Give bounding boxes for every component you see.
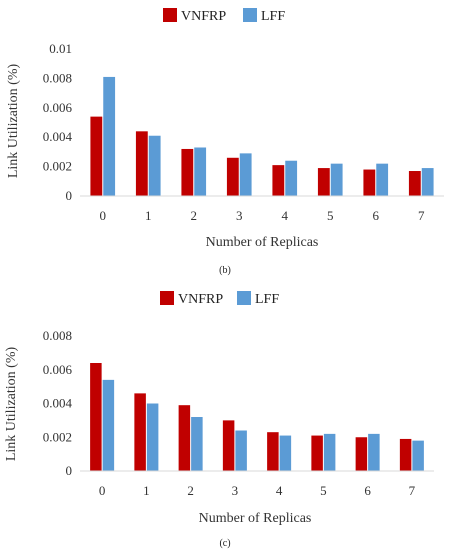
bar-lff-4 (279, 435, 292, 471)
bar-vnfrp-2 (181, 148, 194, 196)
y-axis-title: Link Utilization (%) (4, 347, 19, 462)
x-tick-label: 1 (143, 483, 150, 498)
bar-lff-3 (239, 153, 252, 196)
bar-lff-1 (146, 403, 159, 471)
bars (90, 363, 424, 471)
bar-vnfrp-3 (226, 157, 239, 196)
y-tick-label: 0.008 (43, 328, 72, 343)
x-tick-label: 1 (145, 208, 152, 223)
x-axis-title: Number of Replicas (206, 235, 319, 250)
bar-lff-7 (412, 440, 424, 471)
bar-lff-0 (102, 379, 115, 471)
x-tick-labels: 0 1 2 3 4 5 6 7 (99, 483, 416, 498)
bar-vnfrp-0 (90, 363, 102, 471)
y-tick-label: 0 (66, 463, 73, 478)
bar-lff-7 (421, 168, 434, 196)
x-tick-label: 4 (282, 208, 289, 223)
x-tick-labels: 0 1 2 3 4 5 6 7 (100, 208, 426, 223)
legend-swatch-vnfrp (163, 8, 177, 22)
x-tick-label: 5 (327, 208, 334, 223)
x-tick-label: 7 (409, 483, 416, 498)
x-tick-label: 0 (100, 208, 107, 223)
bar-vnfrp-7 (408, 171, 421, 196)
x-tick-label: 2 (191, 208, 198, 223)
bar-lff-2 (191, 417, 203, 471)
bar-vnfrp-4 (267, 432, 279, 471)
bar-vnfrp-5 (317, 168, 330, 196)
bars (90, 76, 434, 196)
chart-c: VNFRP LFF 0 0.002 0.004 0.006 0.008 0 1 2 3 4 5 6 7… (4, 291, 434, 549)
bar-vnfrp-7 (399, 438, 412, 471)
chart-caption: (b) (219, 265, 231, 276)
y-tick-label: 0.006 (43, 362, 73, 377)
bar-vnfrp-4 (272, 165, 285, 196)
bar-vnfrp-0 (90, 116, 103, 196)
x-tick-label: 3 (236, 208, 243, 223)
x-tick-label: 5 (320, 483, 327, 498)
y-tick-label: 0.002 (43, 429, 72, 444)
y-tick-label: 0.01 (49, 41, 72, 56)
legend-swatch-vnfrp (160, 291, 174, 305)
bar-lff-6 (368, 433, 380, 471)
bar-vnfrp-1 (134, 393, 146, 471)
legend: VNFRP LFF (160, 291, 279, 307)
y-tick-label: 0.004 (43, 396, 73, 411)
y-axis-title: Link Utilization (%) (6, 64, 21, 179)
bar-vnfrp-6 (363, 169, 376, 196)
legend: VNFRP LFF (163, 8, 285, 24)
legend-swatch-lff (243, 8, 257, 22)
bar-vnfrp-2 (178, 405, 191, 471)
bar-vnfrp-3 (222, 420, 235, 471)
bar-vnfrp-5 (311, 435, 323, 471)
bar-vnfrp-1 (135, 131, 148, 196)
bar-lff-1 (148, 135, 161, 196)
x-tick-label: 3 (232, 483, 239, 498)
y-tick-labels: 0 0.002 0.004 0.006 0.008 (43, 328, 73, 478)
y-tick-label: 0.004 (43, 129, 73, 144)
bar-lff-0 (103, 76, 116, 196)
legend-swatch-lff (237, 291, 251, 305)
y-tick-label: 0.008 (43, 70, 72, 85)
x-axis-title: Number of Replicas (199, 511, 312, 526)
x-tick-label: 7 (418, 208, 425, 223)
bar-lff-5 (323, 433, 336, 471)
legend-label-lff: LFF (255, 292, 279, 307)
bar-lff-6 (376, 163, 389, 196)
x-tick-label: 6 (373, 208, 380, 223)
bar-lff-3 (235, 430, 247, 471)
legend-label-vnfrp: VNFRP (178, 292, 223, 307)
chart-b: VNFRP LFF 0 0.002 0.004 0.006 0.008 0.01 0 1 2 3… (6, 8, 444, 276)
x-tick-label: 6 (364, 483, 371, 498)
x-tick-label: 0 (99, 483, 106, 498)
y-tick-label: 0 (66, 188, 73, 203)
bar-lff-5 (330, 163, 343, 196)
chart-caption: (c) (219, 538, 230, 549)
y-tick-label: 0.002 (43, 159, 72, 174)
legend-label-lff: LFF (261, 9, 285, 24)
y-tick-labels: 0 0.002 0.004 0.006 0.008 0.01 (43, 41, 73, 203)
bar-lff-4 (285, 160, 298, 196)
x-tick-label: 2 (187, 483, 194, 498)
bar-lff-2 (194, 147, 207, 196)
bar-vnfrp-6 (355, 437, 368, 471)
x-tick-label: 4 (276, 483, 283, 498)
y-tick-label: 0.006 (43, 100, 73, 115)
legend-label-vnfrp: VNFRP (181, 9, 226, 24)
